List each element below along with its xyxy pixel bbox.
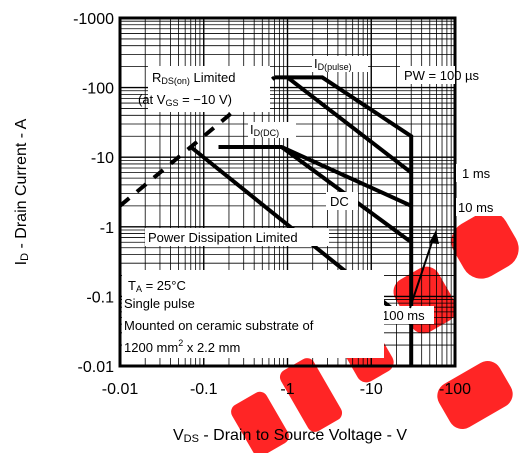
x-tick-label: -100 <box>439 381 471 398</box>
y-tick-label: -100 <box>82 81 114 98</box>
pw-100ms-arrow <box>409 235 435 309</box>
y-tick-label: -1 <box>100 220 114 237</box>
pw-10ms-label: 10 ms <box>458 200 494 215</box>
y-axis-label: ID - Drain Current - A <box>13 118 31 265</box>
rds-label-line1: RDS(on) Limited <box>152 70 235 86</box>
series-pw_1ms <box>286 75 413 175</box>
pw-100us-label: PW = 100 µs <box>404 68 480 83</box>
single-pulse-label: Single pulse <box>124 296 195 311</box>
series-pw_100us <box>274 75 414 366</box>
pw-100ms-label: 100 ms <box>382 308 425 323</box>
plot-frame <box>118 16 457 368</box>
x-tick-label: -1 <box>280 381 294 398</box>
y-tick-label: -0.01 <box>78 359 115 376</box>
x-tick-label: -10 <box>360 381 383 398</box>
x-axis-label: VDS - Drain to Source Voltage - V <box>173 427 407 445</box>
annotations: RDS(on) Limited (at VGS = −10 V) ID(puls… <box>122 56 504 358</box>
ta-label: TA = 25°C <box>128 278 186 294</box>
substrate-label: 1200 mm2 x 2.2 mm <box>124 338 240 355</box>
pdl-label: Power Dissipation Limited <box>148 230 298 245</box>
x-tick-label: -0.01 <box>102 381 139 398</box>
y-tick-labels: -1000 -100 -10 -1 -0.1 -0.01 <box>73 11 114 376</box>
series-pw_10ms <box>218 145 413 208</box>
series-rds_limit <box>118 75 276 208</box>
pw-100ms-arrowhead <box>429 230 439 244</box>
y-tick-label: -1000 <box>73 11 114 28</box>
y-tick-label: -10 <box>91 150 114 167</box>
mounted-label: Mounted on ceramic substrate of <box>124 318 314 333</box>
x-tick-label: -0.1 <box>190 381 218 398</box>
rds-label-line2: (at VGS = −10 V) <box>138 92 232 108</box>
id-dc-label: ID(DC) <box>250 122 279 138</box>
x-tick-labels: -0.01 -0.1 -1 -10 -100 <box>102 381 471 398</box>
pw-1ms-label: 1 ms <box>462 166 491 181</box>
y-tick-label: -0.1 <box>86 289 114 306</box>
dc-label: DC <box>330 194 349 209</box>
id-pulse-label: ID(pulse) <box>314 56 352 72</box>
